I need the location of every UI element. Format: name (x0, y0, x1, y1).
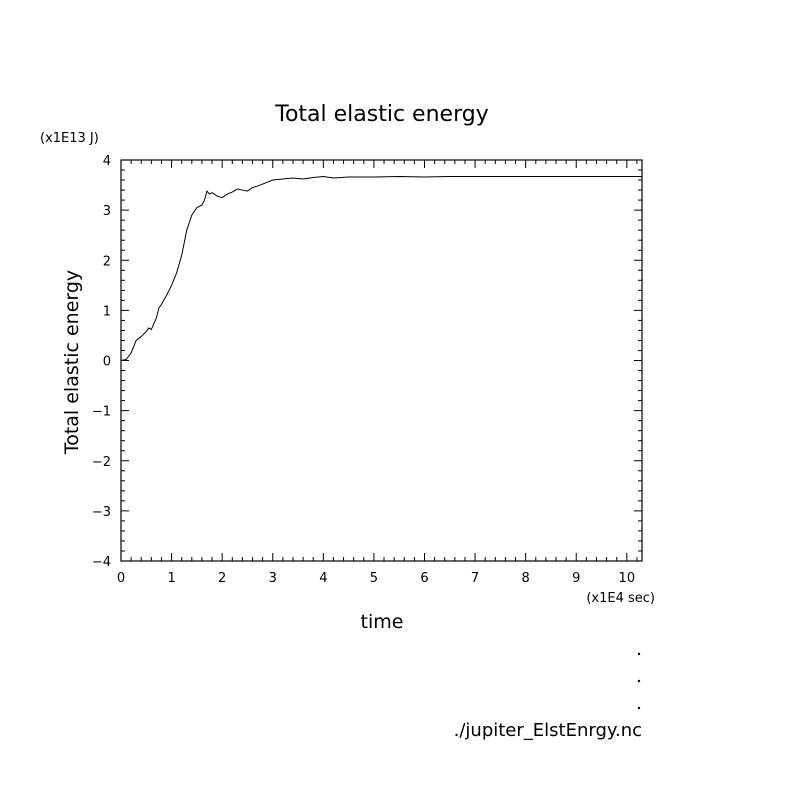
x-tick-label: 6 (420, 571, 428, 586)
y-tick-labels: −4 −3 −2 −1 0 1 2 3 4 (92, 154, 111, 570)
x-axis-label: time (361, 611, 404, 633)
y-tick-label: 3 (103, 204, 111, 219)
x-tick-label: 10 (619, 571, 636, 586)
x-unit-label: (x1E4 sec) (586, 591, 655, 606)
y-tick-label: −2 (92, 455, 111, 470)
x-tick-label: 4 (319, 571, 327, 586)
footer-dot-2 (637, 679, 641, 683)
axis-ticks (120, 159, 642, 562)
x-tick-label: 7 (471, 571, 479, 586)
x-tick-label: 5 (370, 571, 378, 586)
y-tick-label: 1 (103, 304, 111, 319)
footer-dot-1 (637, 652, 641, 656)
y-tick-label: −3 (92, 505, 111, 520)
plot-frame (120, 159, 643, 562)
x-tick-label: 9 (572, 571, 580, 586)
footer-filename: ./jupiter_ElstEnrgy.nc (454, 720, 642, 741)
y-unit-label: (x1E13 J) (40, 131, 99, 146)
y-tick-label: 0 (103, 355, 111, 370)
x-tick-label: 0 (117, 571, 125, 586)
series-line (120, 176, 642, 361)
y-axis-label: Total elastic energy (61, 270, 83, 455)
y-tick-label: −1 (92, 405, 111, 420)
x-tick-label: 1 (167, 571, 175, 586)
y-tick-label: −4 (92, 555, 111, 570)
x-tick-label: 8 (522, 571, 530, 586)
y-tick-label: 2 (103, 254, 111, 269)
x-tick-label: 3 (269, 571, 277, 586)
footer-dot-3 (637, 706, 641, 710)
chart-title: Total elastic energy (274, 102, 488, 127)
x-tick-label: 2 (218, 571, 226, 586)
y-tick-label: 4 (103, 154, 111, 169)
x-tick-labels: 0 1 2 3 4 5 6 7 8 9 10 (117, 571, 635, 586)
